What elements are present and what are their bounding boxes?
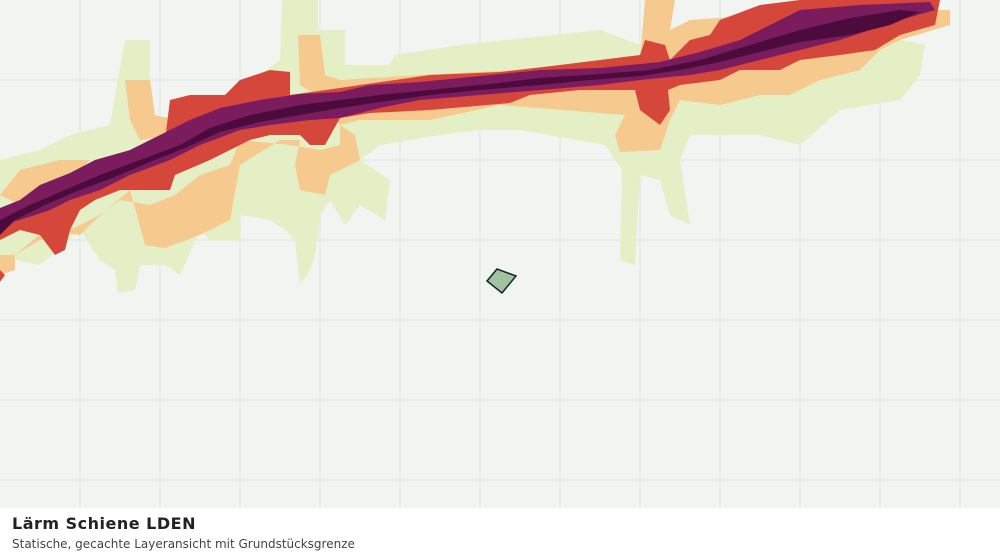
map-subtitle: Statische, gecachte Layeransicht mit Gru… — [12, 537, 355, 551]
parcel-boundary — [485, 268, 518, 295]
noise-zone-extreme — [0, 10, 920, 235]
map — [0, 0, 1000, 508]
map-title: Lärm Schiene LDEN — [12, 514, 196, 533]
caption: Lärm Schiene LDEN Statische, gecachte La… — [0, 508, 1000, 560]
noise-zone-very-high — [0, 2, 935, 225]
